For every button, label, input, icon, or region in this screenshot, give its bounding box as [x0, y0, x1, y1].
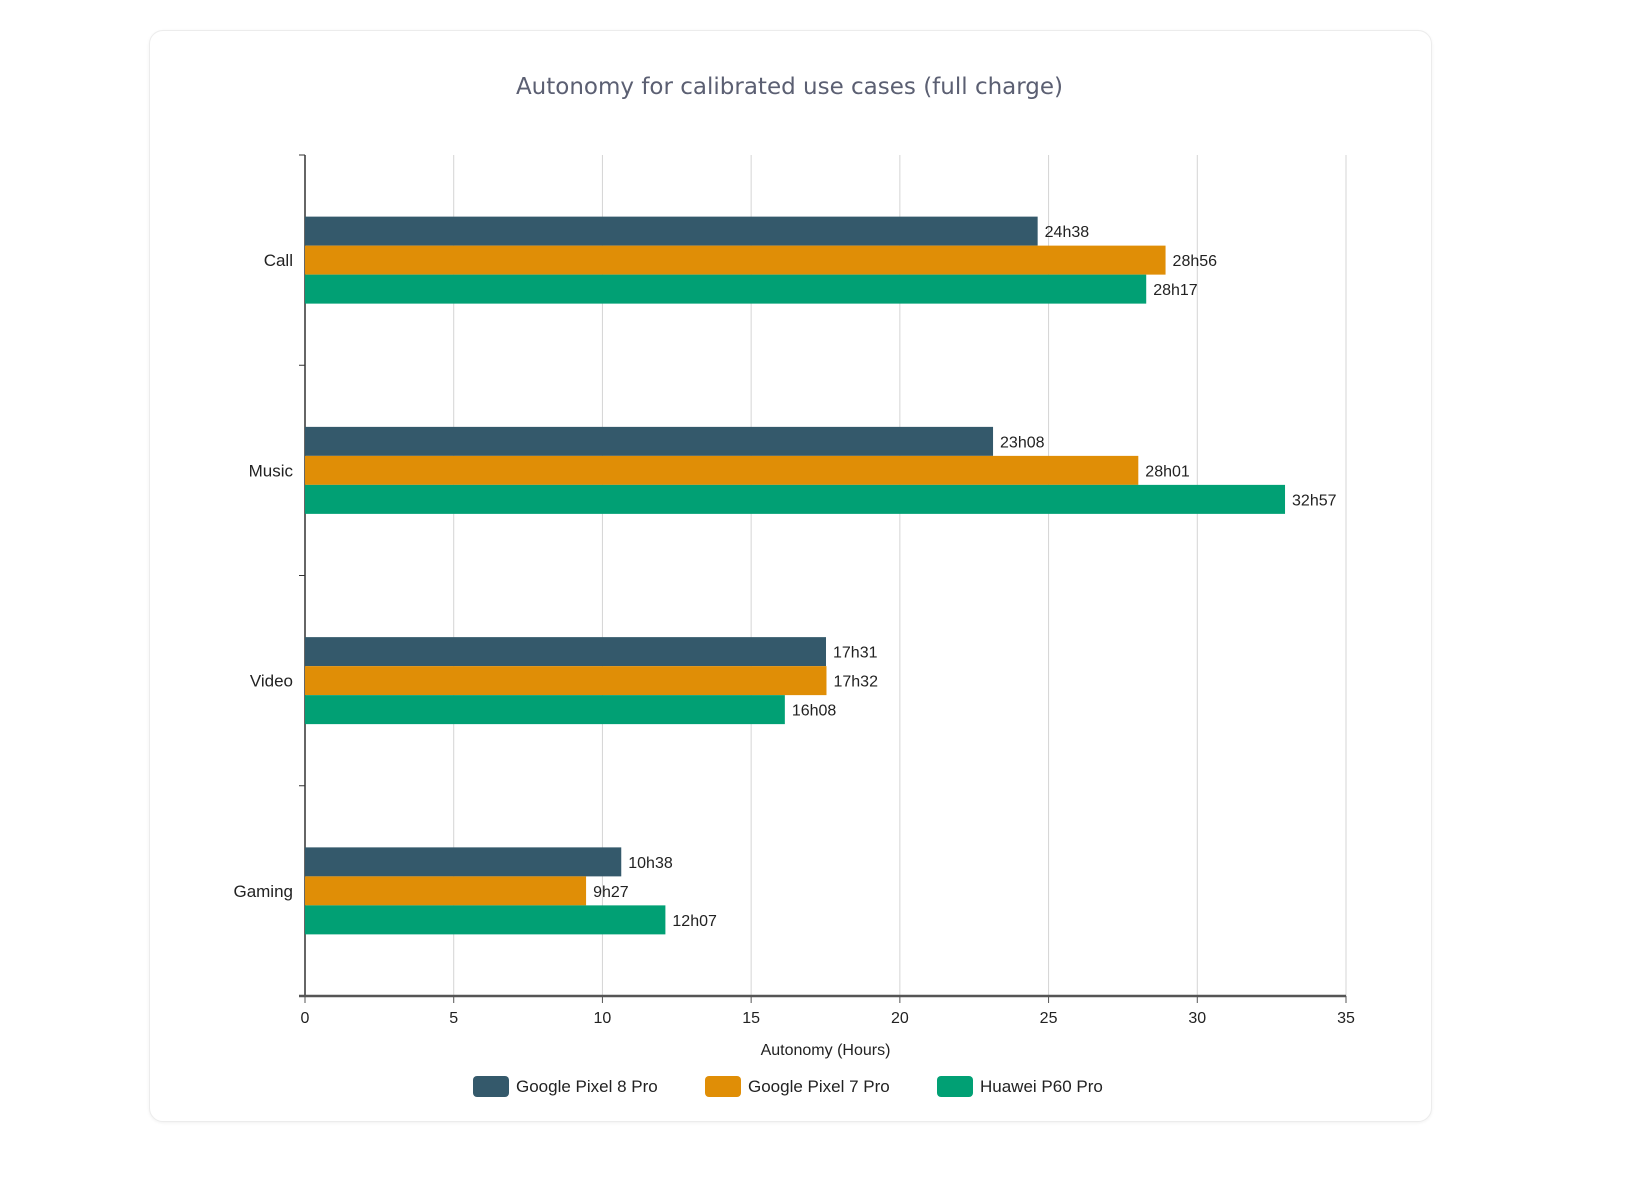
data-label: 28h17 [1153, 282, 1198, 299]
bar [305, 216, 1038, 246]
bar [305, 637, 827, 667]
data-label: 23h08 [1000, 434, 1045, 451]
data-label: 10h38 [628, 855, 673, 872]
x-tick-label: 20 [891, 1010, 909, 1027]
bar [305, 695, 785, 725]
bar [305, 876, 587, 906]
bar [305, 274, 1147, 304]
legend-swatch [937, 1076, 973, 1097]
data-label: 9h27 [593, 884, 629, 901]
legend-swatch [705, 1076, 741, 1097]
bar [305, 847, 622, 877]
bar [305, 905, 666, 935]
legend-label: Google Pixel 8 Pro [516, 1077, 658, 1096]
legend-label: Google Pixel 7 Pro [748, 1077, 890, 1096]
data-label: 17h31 [833, 645, 878, 662]
bar [305, 245, 1166, 275]
data-label: 28h01 [1145, 463, 1190, 480]
bar [305, 426, 994, 456]
x-tick-label: 10 [594, 1010, 612, 1027]
y-category-label: Gaming [233, 882, 293, 901]
data-label: 16h08 [792, 703, 837, 720]
data-label: 28h56 [1173, 253, 1218, 270]
x-axis-title: Autonomy (Hours) [761, 1042, 891, 1059]
data-label: 24h38 [1045, 224, 1090, 241]
bar [305, 455, 1139, 485]
chart-title: Autonomy for calibrated use cases (full … [515, 74, 1064, 100]
x-tick-label: 35 [1337, 1010, 1355, 1027]
y-category-label: Video [250, 672, 293, 691]
x-tick-label: 25 [1040, 1010, 1058, 1027]
data-label: 17h32 [833, 674, 878, 691]
data-label: 12h07 [672, 913, 717, 930]
x-tick-label: 5 [449, 1010, 458, 1027]
bar [305, 484, 1286, 514]
chart-card [149, 30, 1432, 1122]
legend-label: Huawei P60 Pro [980, 1077, 1103, 1096]
x-tick-label: 30 [1188, 1010, 1206, 1027]
y-category-label: Music [249, 461, 294, 480]
data-label: 32h57 [1292, 492, 1337, 509]
legend-swatch [473, 1076, 509, 1097]
x-tick-label: 0 [301, 1010, 310, 1027]
bar [305, 666, 827, 696]
y-category-label: Call [264, 251, 293, 270]
x-tick-label: 15 [742, 1010, 760, 1027]
